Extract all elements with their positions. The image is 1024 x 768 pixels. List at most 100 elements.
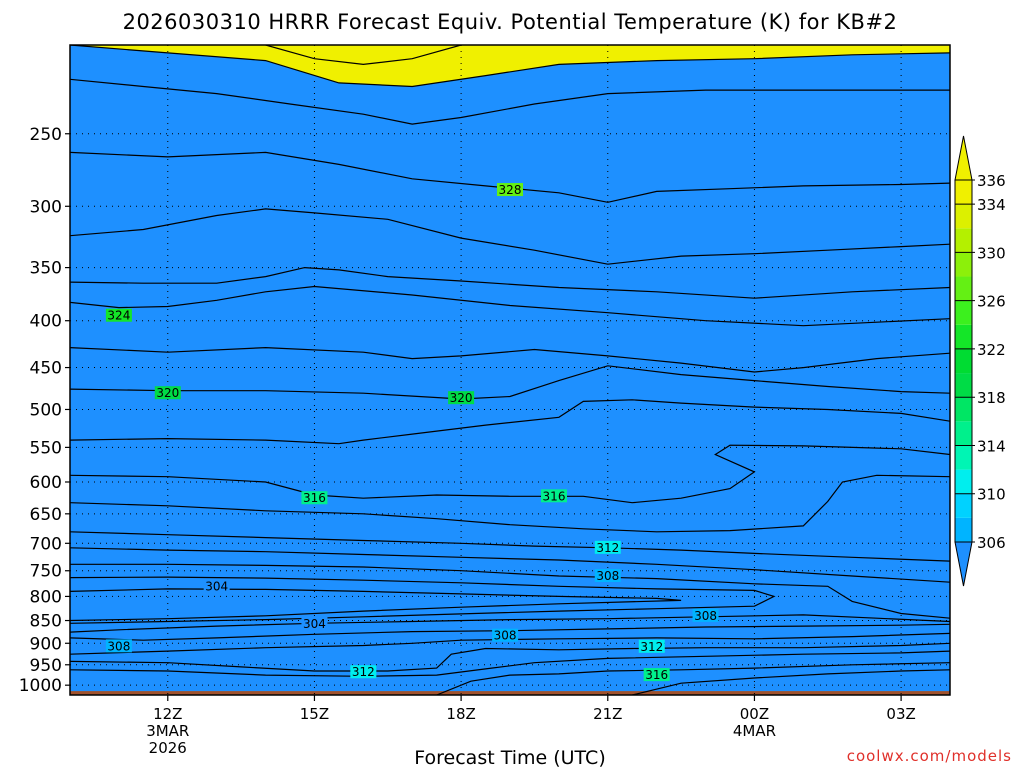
x-tick-label: 03Z <box>886 705 915 723</box>
contour-label: 324 <box>105 308 132 323</box>
contour-line-310 <box>70 547 950 583</box>
colorbar-segment <box>955 252 972 277</box>
y-tick-label: 850 <box>30 612 62 632</box>
contour-label: 304 <box>203 579 230 593</box>
contour-label-text: 308 <box>107 639 130 653</box>
contour-label-bg <box>541 489 567 503</box>
colorbar-segment <box>955 493 972 518</box>
contour-label: 316 <box>541 489 567 503</box>
contour-label: 308 <box>692 608 719 623</box>
y-tick-label: 600 <box>30 473 62 493</box>
plot-frame <box>69 44 951 696</box>
contour-label-bg <box>301 616 328 630</box>
x-tick-sublabel: 3MAR <box>146 722 189 740</box>
contour-line-336 <box>265 45 462 66</box>
contour-label: 316 <box>301 491 328 505</box>
contour-line-312 <box>70 642 950 672</box>
colorbar-segment <box>955 276 972 301</box>
surface-strip <box>70 691 950 695</box>
contour-line-334 <box>70 45 950 88</box>
contour-label-text: 312 <box>640 640 663 654</box>
contour-label-bg <box>350 665 377 679</box>
contour-label: 320 <box>448 391 475 405</box>
y-tick-label: 700 <box>30 534 62 554</box>
contour-label: 312 <box>594 540 621 555</box>
contour-label-text: 312 <box>596 541 619 555</box>
contour-label: 308 <box>594 569 621 583</box>
contour-label: 304 <box>301 616 328 631</box>
colorbar-segment <box>955 397 972 422</box>
y-tick-label: 800 <box>30 587 62 607</box>
colorbar-segment <box>955 180 972 205</box>
contour-label-bg <box>643 668 670 682</box>
contour-line-306 <box>70 576 776 624</box>
contour-line-320 <box>70 365 950 400</box>
y-tick-label: 250 <box>30 125 62 145</box>
x-tick-label: 21Z <box>593 705 622 723</box>
colorbar-tick-label: 330 <box>977 244 1006 262</box>
contour-label: 308 <box>492 628 519 643</box>
colorbar-segment <box>955 373 972 398</box>
colorbar-segment <box>955 324 972 349</box>
contour-line-332 <box>70 78 950 125</box>
colorbar-segment <box>955 469 972 494</box>
contour-line-310 <box>70 632 950 655</box>
y-tick-label: 300 <box>30 197 62 217</box>
contour-line-316 <box>436 662 950 695</box>
contour-line-324 <box>70 285 950 327</box>
y-tick-label: 400 <box>30 312 62 332</box>
contour-label-bg <box>492 628 519 642</box>
contour-line-318 <box>70 399 950 445</box>
contour-label-bg <box>594 569 621 583</box>
colorbar-segment <box>955 348 972 374</box>
field-band <box>70 651 950 695</box>
y-tick-label: 650 <box>30 505 62 525</box>
contour-line-314 <box>70 650 950 677</box>
y-tick-label: 900 <box>30 634 62 654</box>
contour-label-text: 308 <box>494 629 517 643</box>
contour-label-text: 324 <box>107 309 130 323</box>
x-tick-label: 12Z <box>153 705 182 723</box>
contour-label-bg <box>203 579 230 593</box>
x-tick-sublabel: 4MAR <box>733 722 776 740</box>
contour-line-318 <box>632 669 950 695</box>
colorbar-segment <box>955 204 972 229</box>
colorbar-tick-label: 318 <box>977 389 1006 407</box>
x-tick-label: 15Z <box>300 705 329 723</box>
contour-label: 312 <box>638 639 665 654</box>
colorbar-tick-label: 306 <box>977 534 1006 552</box>
contour-label-text: 328 <box>499 183 522 197</box>
contour-lines <box>70 45 950 695</box>
y-tick-label: 450 <box>30 359 62 379</box>
contour-line-322 <box>70 346 950 373</box>
contour-label-bg <box>448 391 475 405</box>
y-tick-label: 1000 <box>19 676 62 696</box>
contour-label-text: 304 <box>303 617 326 631</box>
colorbar-top-arrow <box>954 135 973 181</box>
contour-label: 320 <box>154 386 181 400</box>
x-tick-label: 18Z <box>446 705 475 723</box>
colorbar: 306 310 314 318 322 326 330 334 336 <box>954 135 1006 587</box>
contour-line-304 <box>70 588 682 622</box>
contour-label-text: 308 <box>694 609 717 623</box>
contour-label-bg <box>594 540 621 554</box>
contour-label: 328 <box>497 183 523 197</box>
contour-line-314 <box>70 474 950 533</box>
contour-label: 316 <box>643 668 670 682</box>
field-core <box>70 588 682 621</box>
y-axis: 2503003504004505005506006507007508008509… <box>19 125 70 696</box>
contour-label-bg <box>497 183 523 197</box>
contour-label-text: 304 <box>205 579 228 593</box>
contour-line-328 <box>70 208 950 265</box>
x-tick-label: 00Z <box>740 705 769 723</box>
filled-contour-field <box>70 45 950 695</box>
contour-label-text: 312 <box>352 665 375 679</box>
y-tick-label: 550 <box>30 438 62 458</box>
x-tick-sublabel: 2026 <box>149 739 187 757</box>
colorbar-segment <box>955 445 972 470</box>
contour-line-326 <box>70 266 950 299</box>
y-tick-label: 950 <box>30 656 62 676</box>
colorbar-tick-label: 314 <box>977 437 1006 455</box>
